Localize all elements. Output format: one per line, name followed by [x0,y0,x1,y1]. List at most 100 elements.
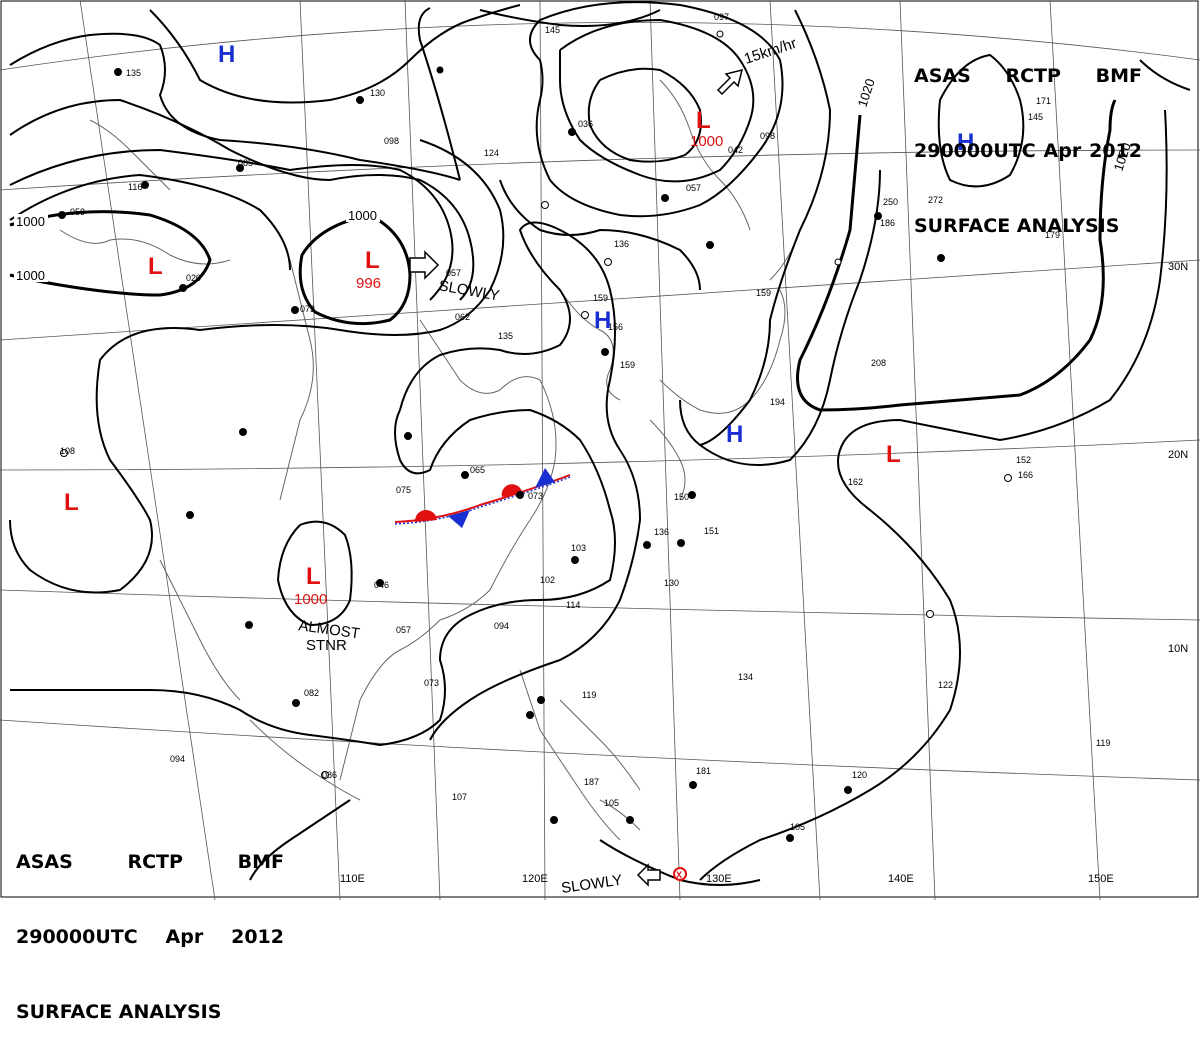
station-pressure: 057 [446,268,461,278]
header-time: 290000UTC [914,140,1036,162]
station-pressure: 042 [728,145,743,155]
station-pressure: 062 [455,312,470,322]
lon-label: 120E [522,873,548,885]
station-pressure: 187 [584,777,599,787]
station-pressure: 159 [593,293,608,303]
station-pressure: 057 [396,625,411,635]
isobar-label: 1020 [855,77,878,109]
station-pressure: 194 [770,397,785,407]
station-pressure: 145 [545,25,560,35]
station-pressure: 159 [620,360,635,370]
station-pressure: 145 [1028,112,1043,122]
station-pressure: 120 [852,770,867,780]
warm-front-symbol [414,509,437,522]
header-time: 290000UTC [16,926,138,948]
graticule-labels: 110E 120E 130E 140E 150E 30N 20N 10N [340,261,1188,885]
low-pressure-center: L [365,247,380,274]
station-pressure: 151 [704,526,719,536]
station-pressure: 134 [738,672,753,682]
arrow-up-right-icon [716,68,744,96]
high-pressure-center: H [218,41,235,68]
lon-label: 150E [1088,873,1114,885]
header-month: Apr [165,926,204,948]
station-pressure: 075 [396,485,411,495]
station-pressure: 057 [686,183,701,193]
station-pressure: 166 [1018,470,1033,480]
station-pressure: 150 [674,492,689,502]
arrow-right-icon [409,250,440,280]
station-pressure: 098 [760,131,775,141]
station-pressure: 103 [571,543,586,553]
header-bottom: ASAS RCTP BMF 290000UTC Apr 2012 SURFACE ANA… [16,800,284,1050]
station-pressure: 208 [871,358,886,368]
station-pressure: 108 [60,446,75,456]
weather-front [394,468,571,528]
lat-label: 30N [1168,261,1188,273]
station-pressure: 135 [126,68,141,78]
station-pressure: 135 [498,331,513,341]
header-month: Apr [1043,140,1082,162]
station-pressure: 086 [322,770,337,780]
motion-arrows [409,68,744,887]
station-pressure: 159 [756,288,771,298]
pressure-values: 996 1000 1000 [294,133,723,608]
station-pressure: 130 [370,88,385,98]
lon-label: 110E [340,873,365,885]
station-labels: 135 130 098 124 145 097 036 085 116 058 020 073 057 0… [60,12,1110,832]
station-pressure: 065 [470,465,485,475]
isobar-label: 1000 [16,214,45,229]
header-code: BMF [1095,65,1142,87]
station-pressure: 094 [494,621,509,631]
low-pressure-value: 996 [356,275,381,292]
station-pressure: 082 [304,688,319,698]
station-pressure: 119 [582,690,596,700]
station-pressure: 124 [484,148,499,158]
station-symbols [58,66,945,842]
lat-label: 20N [1168,449,1188,461]
station-pressure: 136 [614,239,629,249]
motion-text: SLOWLY 15km/hr ALMOST STNR SLOWLY [297,35,798,897]
station-pressure: 116 [128,182,142,192]
slowly-label: SLOWLY [560,872,623,897]
station-pressure: 036 [578,119,593,129]
header-year: 2012 [231,926,284,948]
station-pressure: 073 [528,491,543,501]
station-pressure: 097 [714,12,729,22]
station-pressure: 136 [654,527,669,537]
low-pressure-center: L [148,253,163,280]
station-pressure: 119 [1096,738,1110,748]
low-pressure-center: L [696,107,711,134]
weather-map: 135 130 098 124 145 097 036 085 116 058 020 073 057 0… [0,0,1200,900]
station-pressure: 114 [566,600,580,610]
station-open-symbols [60,30,1012,779]
cold-front-symbol [535,468,555,488]
station-pressure: 107 [452,792,467,802]
low-pressure-center: L [64,489,79,516]
lat-label: 10N [1168,643,1188,655]
station-pressure: 102 [540,575,555,585]
header-title: SURFACE ANALYSIS [914,215,1120,237]
stnr-label: STNR [306,637,347,654]
graticule [0,0,1200,900]
low-pressure-value: 1000 [690,133,723,150]
isobar-label: 1000 [16,268,45,283]
station-pressure: 105 [604,798,619,808]
high-pressure-center: H [726,421,743,448]
header-code: BMF [237,851,284,873]
station-pressure: 181 [696,766,711,776]
low-pressure-center: L [886,441,901,468]
station-pressure: 046 [374,580,389,590]
high-pressure-center: H [594,307,611,334]
storm-marker: X [673,867,687,881]
lon-label: 140E [888,873,914,885]
slowly-label: SLOWLY [437,277,500,304]
station-pressure: 073 [424,678,439,688]
header-top: ASAS RCTP BMF 290000UTC Apr 2012 SURFACE ANA… [914,14,1142,264]
station-pressure: 250 [883,197,898,207]
map-border [0,0,1199,898]
station-pressure: 020 [186,273,201,283]
svg-text:X: X [676,870,682,880]
station-pressure: 179 [1045,230,1060,240]
station-pressure: 105 [790,822,805,832]
station-pressure: 272 [928,195,943,205]
